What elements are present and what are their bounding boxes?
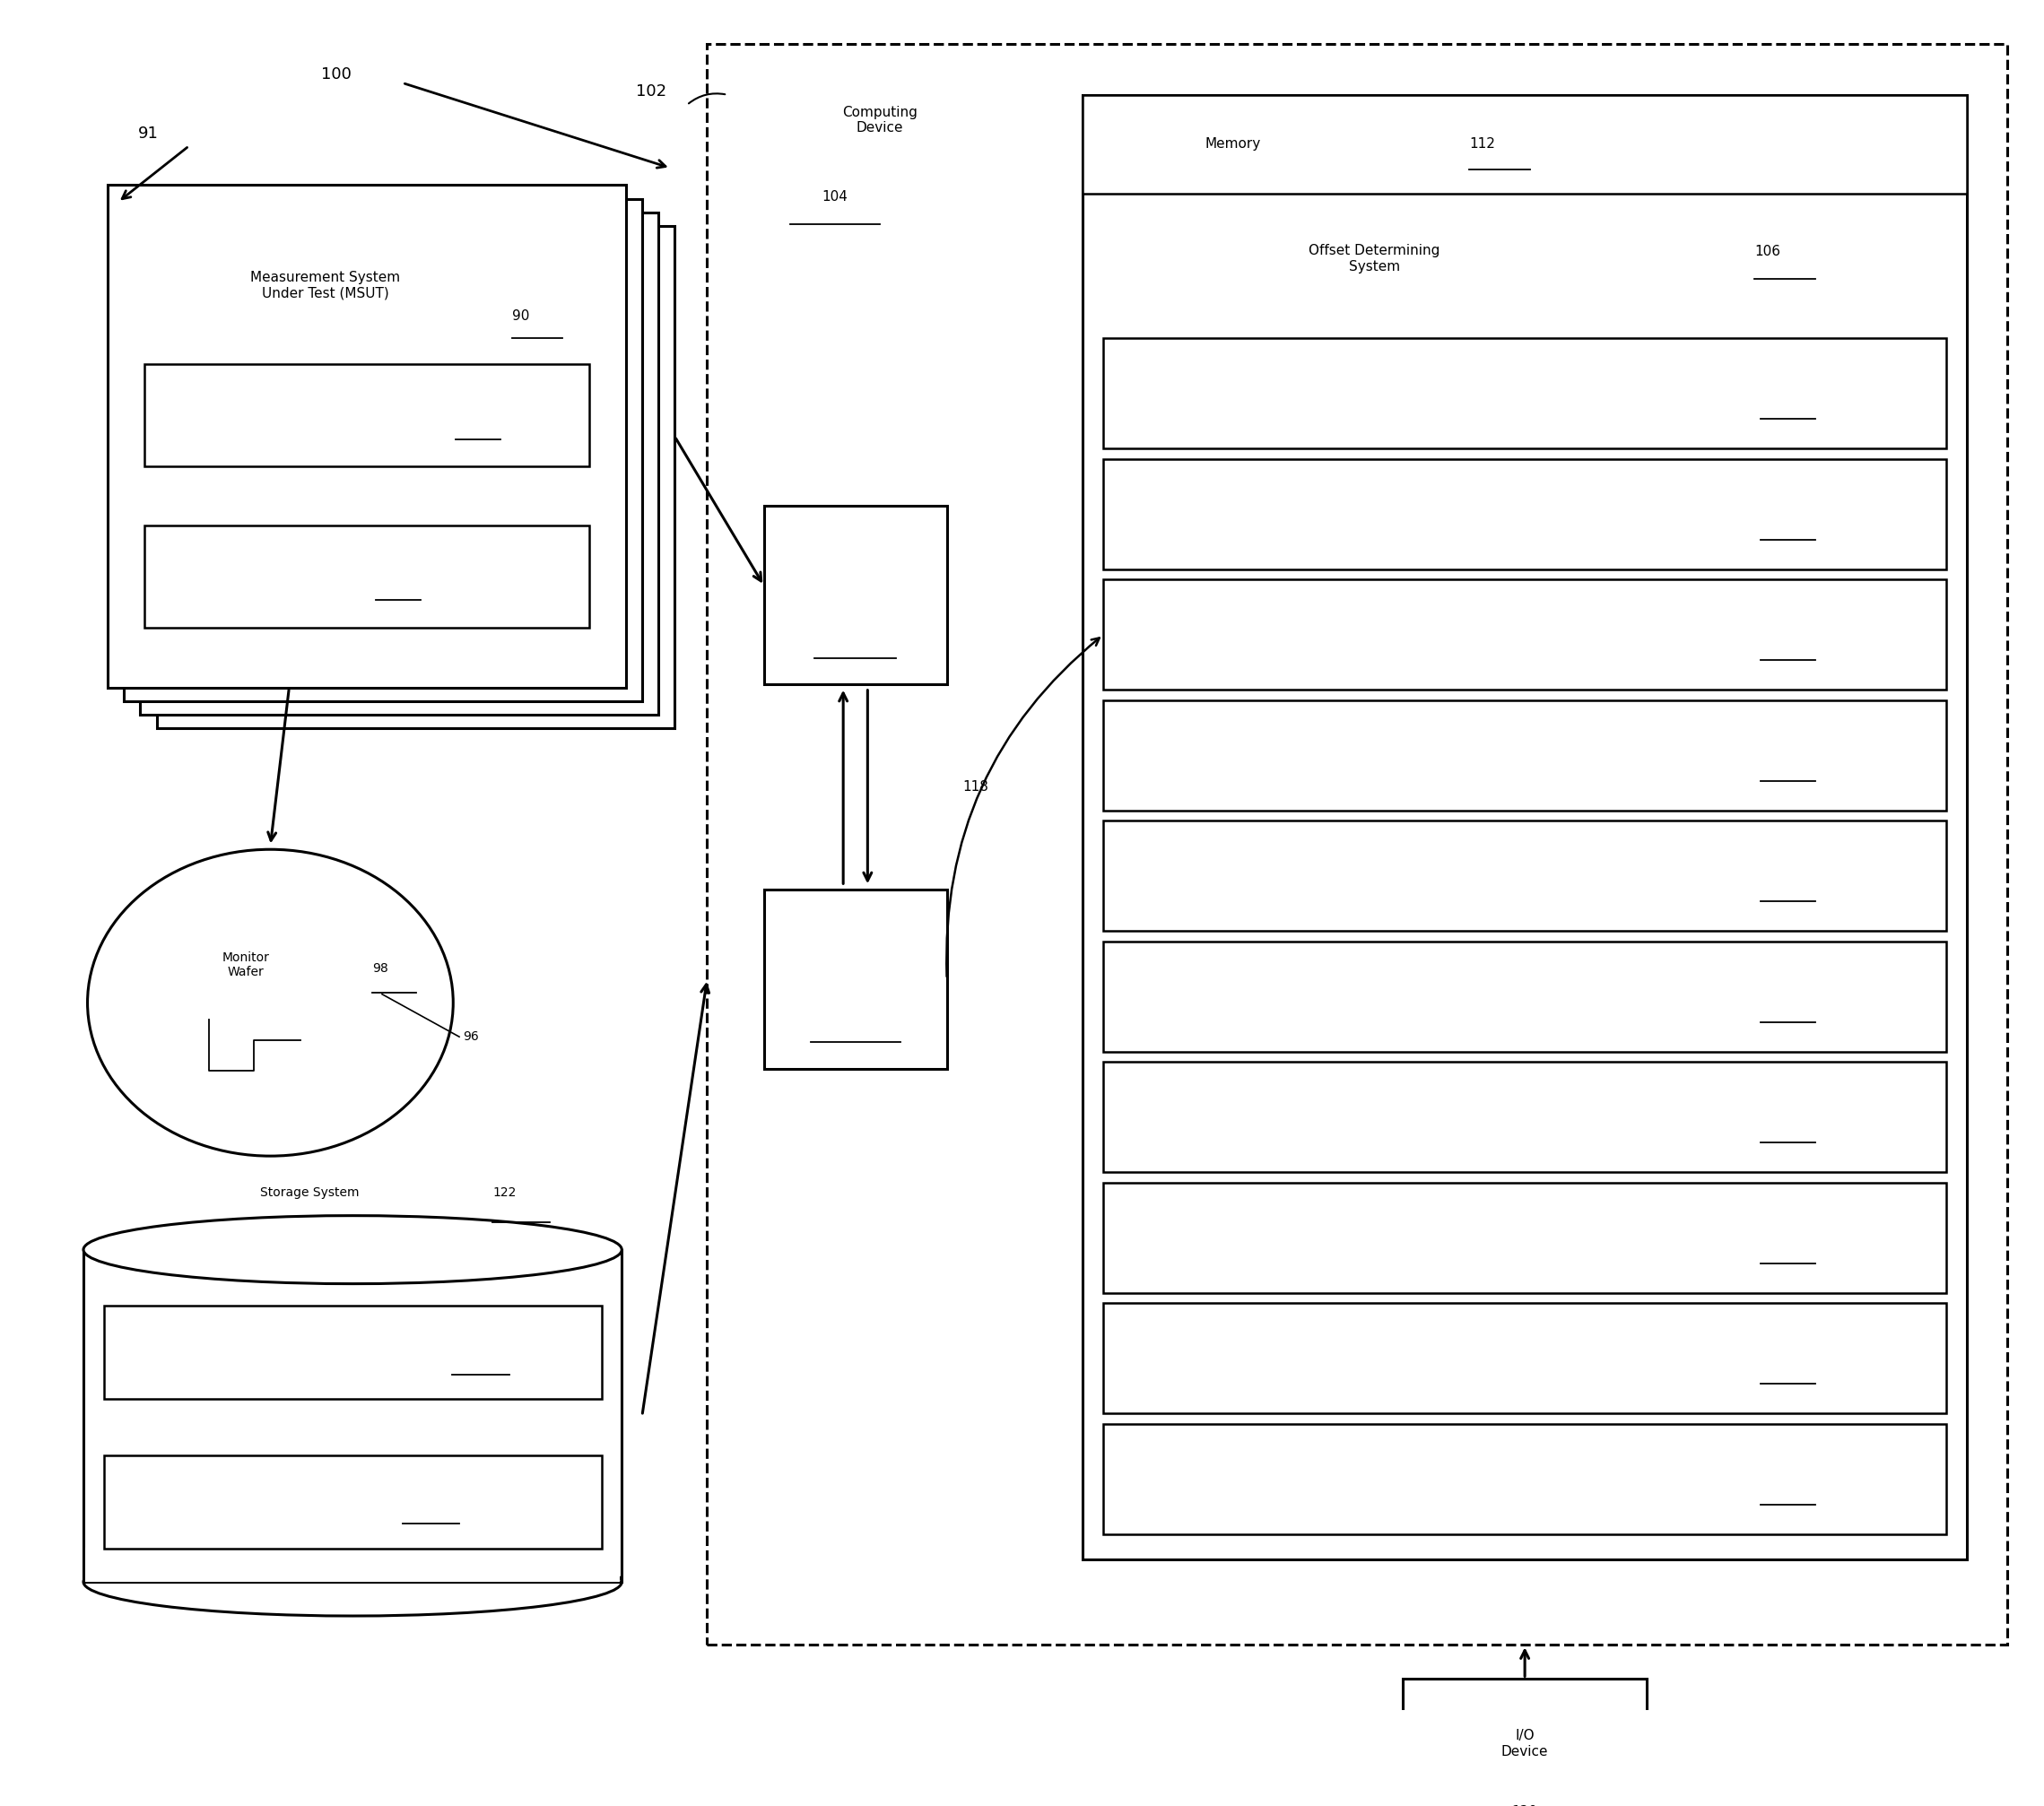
Text: 94: 94 (456, 410, 472, 421)
Text: 134: 134 (1760, 628, 1786, 641)
Bar (108, 184, 625, 688)
Bar (1104, 1183, 1946, 1293)
Text: Test Meas. Data: Test Meas. Data (135, 1347, 229, 1358)
Text: Test Meas. Set: Test Meas. Set (186, 410, 274, 421)
Bar (141, 213, 658, 715)
Text: 139: 139 (1760, 990, 1786, 1004)
Text: 90: 90 (511, 309, 529, 323)
Text: 91: 91 (139, 126, 159, 143)
Bar (1104, 338, 1946, 448)
Bar (145, 365, 589, 466)
Bar (86, 1548, 619, 1582)
Text: Offset Resetter: Offset Resetter (1145, 1232, 1243, 1244)
Bar (104, 1306, 601, 1400)
Text: 112: 112 (1470, 137, 1494, 152)
Text: 126: 126 (403, 1495, 425, 1508)
Bar (1104, 701, 1946, 811)
Bar (764, 890, 946, 1069)
Text: Offset Determining
System: Offset Determining System (1308, 244, 1441, 273)
Text: Offset: Offset (186, 571, 223, 583)
Bar (1104, 820, 1946, 932)
Text: 144: 144 (1760, 1351, 1786, 1365)
Text: 100: 100 (321, 67, 352, 83)
Text: 96: 96 (464, 1031, 478, 1044)
Bar (1104, 941, 1946, 1051)
Text: I/O
Device: I/O Device (1500, 1728, 1549, 1759)
Text: Delta-Median Calculator: Delta-Median Calculator (1145, 1111, 1302, 1123)
Text: Prime Value Calculator: Prime Value Calculator (1145, 869, 1294, 883)
Bar (104, 1456, 601, 1548)
Text: Offsets: Offsets (135, 1495, 176, 1508)
Bar (1104, 580, 1946, 690)
Bar (1104, 459, 1946, 569)
Text: 98: 98 (372, 963, 388, 975)
Text: Adder: Adder (1145, 628, 1183, 641)
Ellipse shape (84, 1215, 621, 1284)
Text: 142: 142 (1760, 1232, 1786, 1244)
Text: 116: 116 (842, 1011, 869, 1026)
Text: Median Calculator: Median Calculator (1145, 990, 1263, 1004)
Text: 102: 102 (636, 83, 666, 99)
Bar (125, 199, 642, 701)
Text: 122: 122 (493, 1187, 517, 1199)
Text: 146: 146 (1760, 1472, 1786, 1486)
Text: 130: 130 (1760, 386, 1786, 401)
Bar (1104, 1423, 1946, 1533)
Text: EWMA Calculator: EWMA Calculator (1145, 749, 1257, 762)
Text: Data Obtainer: Data Obtainer (1145, 386, 1237, 401)
Text: 104: 104 (822, 190, 848, 204)
Text: I/O: I/O (844, 950, 867, 966)
Text: 106: 106 (1754, 246, 1780, 258)
Bar (1083, 94, 1966, 193)
Text: PU: PU (846, 565, 865, 582)
Text: 140: 140 (1760, 1111, 1786, 1123)
Bar (764, 506, 946, 684)
Text: Memory: Memory (1204, 137, 1261, 152)
Text: 92: 92 (376, 571, 392, 583)
Text: 138: 138 (1760, 869, 1786, 883)
Text: 118: 118 (963, 780, 989, 793)
Bar (1104, 1062, 1946, 1172)
Text: 114: 114 (842, 627, 869, 641)
Text: Monitor
Wafer: Monitor Wafer (223, 952, 270, 979)
Text: Measurement System
Under Test (MSUT): Measurement System Under Test (MSUT) (251, 271, 401, 300)
Bar (1402, 1680, 1647, 1806)
Bar (157, 226, 675, 728)
Bar (145, 526, 589, 627)
Text: 124: 124 (452, 1347, 474, 1358)
Text: Measurer: Measurer (1145, 507, 1206, 520)
Text: Identifier: Identifier (1145, 1351, 1204, 1365)
Text: Computing
Device: Computing Device (842, 107, 918, 135)
Bar (1083, 94, 1966, 1560)
Text: Storage System: Storage System (260, 1187, 360, 1199)
Bar (84, 1250, 621, 1582)
Text: 136: 136 (1760, 749, 1786, 762)
Text: Other Sys. Comp.: Other Sys. Comp. (1145, 1472, 1259, 1486)
Text: 132: 132 (1760, 507, 1786, 520)
Bar (707, 43, 2007, 1645)
Bar (1104, 1304, 1946, 1414)
